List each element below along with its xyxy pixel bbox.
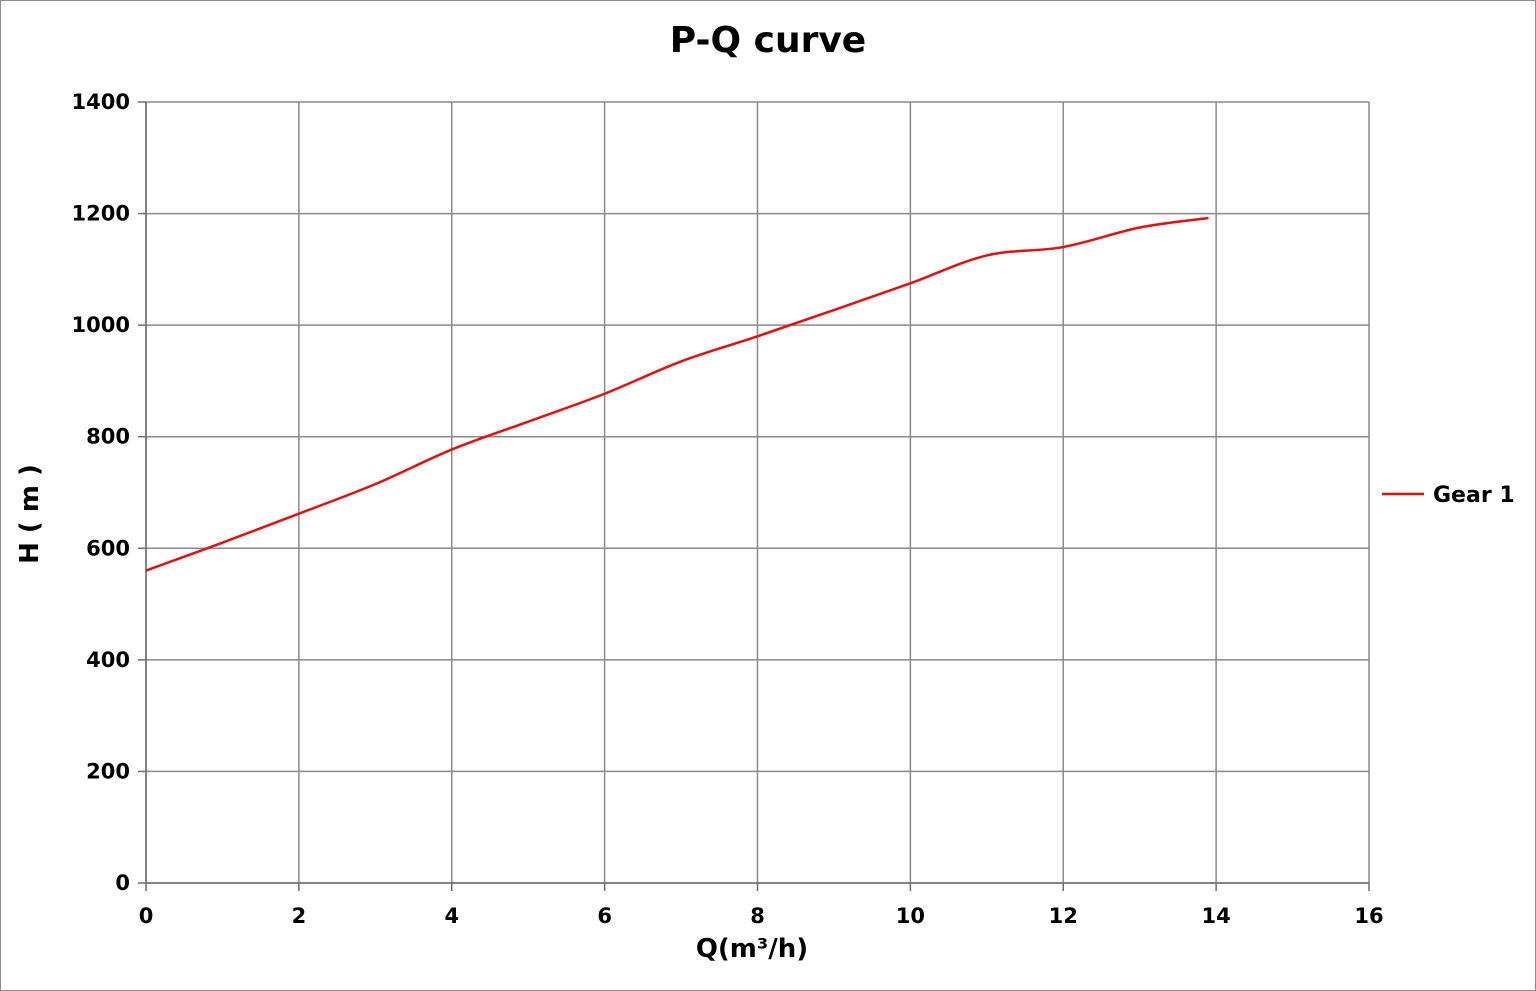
x-tick-label: 14 — [1202, 904, 1231, 928]
x-axis-label: Q(m³/h) — [696, 934, 808, 964]
y-tick-label: 600 — [86, 536, 130, 560]
y-tick-label: 800 — [86, 425, 130, 449]
x-tick-label: 0 — [139, 904, 154, 928]
y-tick-label: 400 — [86, 648, 130, 672]
chart-title: P-Q curve — [670, 20, 866, 61]
series-lines — [145, 216, 1209, 572]
y-tick-label: 0 — [115, 871, 130, 895]
legend-label: Gear 1 — [1433, 483, 1515, 508]
y-tick-label: 1200 — [72, 202, 130, 226]
x-tick-label: 4 — [444, 904, 459, 928]
y-axis-label: H ( m ) — [15, 464, 45, 564]
series-line-gear-1 — [145, 216, 1209, 572]
y-tick-label: 1400 — [72, 90, 130, 114]
x-tick-label: 12 — [1049, 904, 1078, 928]
x-tick-label: 8 — [750, 904, 765, 928]
y-tick-label: 1000 — [72, 313, 130, 337]
legend: Gear 1 — [1382, 483, 1515, 508]
grid-lines — [145, 101, 1370, 884]
tick-labels: 0 200 400 600 800 1000 1200 1400 0 2 4 6 8 10 12 14 16 — [72, 90, 1384, 928]
axes — [138, 101, 1370, 891]
x-tick-label: 10 — [896, 904, 925, 928]
x-tick-label: 16 — [1354, 904, 1383, 928]
x-tick-label: 2 — [292, 904, 307, 928]
y-tick-label: 200 — [86, 759, 130, 783]
x-tick-label: 6 — [597, 904, 612, 928]
